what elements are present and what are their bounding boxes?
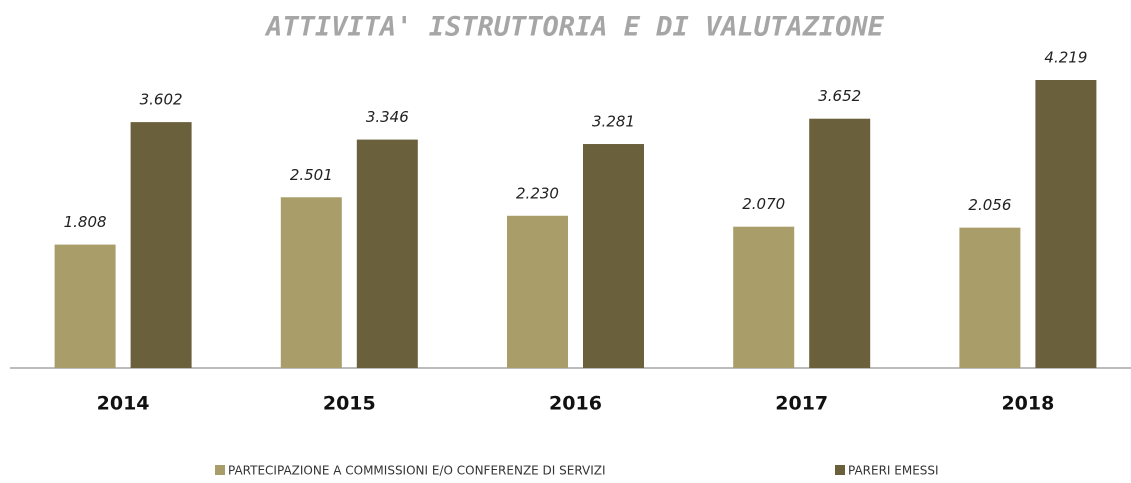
bar xyxy=(280,197,342,368)
x-tick-label: 2015 xyxy=(323,393,376,415)
data-label: 1.808 xyxy=(64,213,107,231)
bar xyxy=(130,122,192,368)
x-tick-label: 2018 xyxy=(1001,393,1054,415)
x-tick-label: 2016 xyxy=(549,393,602,415)
bar xyxy=(507,215,568,368)
legend-swatch xyxy=(215,465,225,475)
data-label: 3.281 xyxy=(592,113,635,131)
data-label: 2.230 xyxy=(516,184,559,202)
data-label: 3.602 xyxy=(140,91,183,109)
bar xyxy=(809,118,871,369)
bar xyxy=(733,226,795,368)
bar xyxy=(356,139,418,368)
bar xyxy=(1035,80,1097,368)
data-label: 3.346 xyxy=(366,108,409,126)
x-tick-label: 2014 xyxy=(97,393,150,415)
data-label: 2.056 xyxy=(968,196,1011,214)
x-tick-label: 2017 xyxy=(775,393,828,415)
data-label: 4.219 xyxy=(1044,49,1087,67)
legend-label: PARERI EMESSI xyxy=(848,464,939,478)
legend-label: PARTECIPAZIONE A COMMISSIONI E/O CONFERE… xyxy=(228,464,606,478)
bar xyxy=(583,144,644,368)
data-label: 2.070 xyxy=(742,195,785,213)
chart-title: ATTIVITA' ISTRUTTORIA E DI VALUTAZIONE xyxy=(264,12,884,43)
data-label: 3.652 xyxy=(818,87,861,105)
bar xyxy=(54,244,116,368)
legend-swatch xyxy=(835,465,845,475)
bar xyxy=(959,227,1021,368)
data-label: 2.501 xyxy=(290,166,333,184)
